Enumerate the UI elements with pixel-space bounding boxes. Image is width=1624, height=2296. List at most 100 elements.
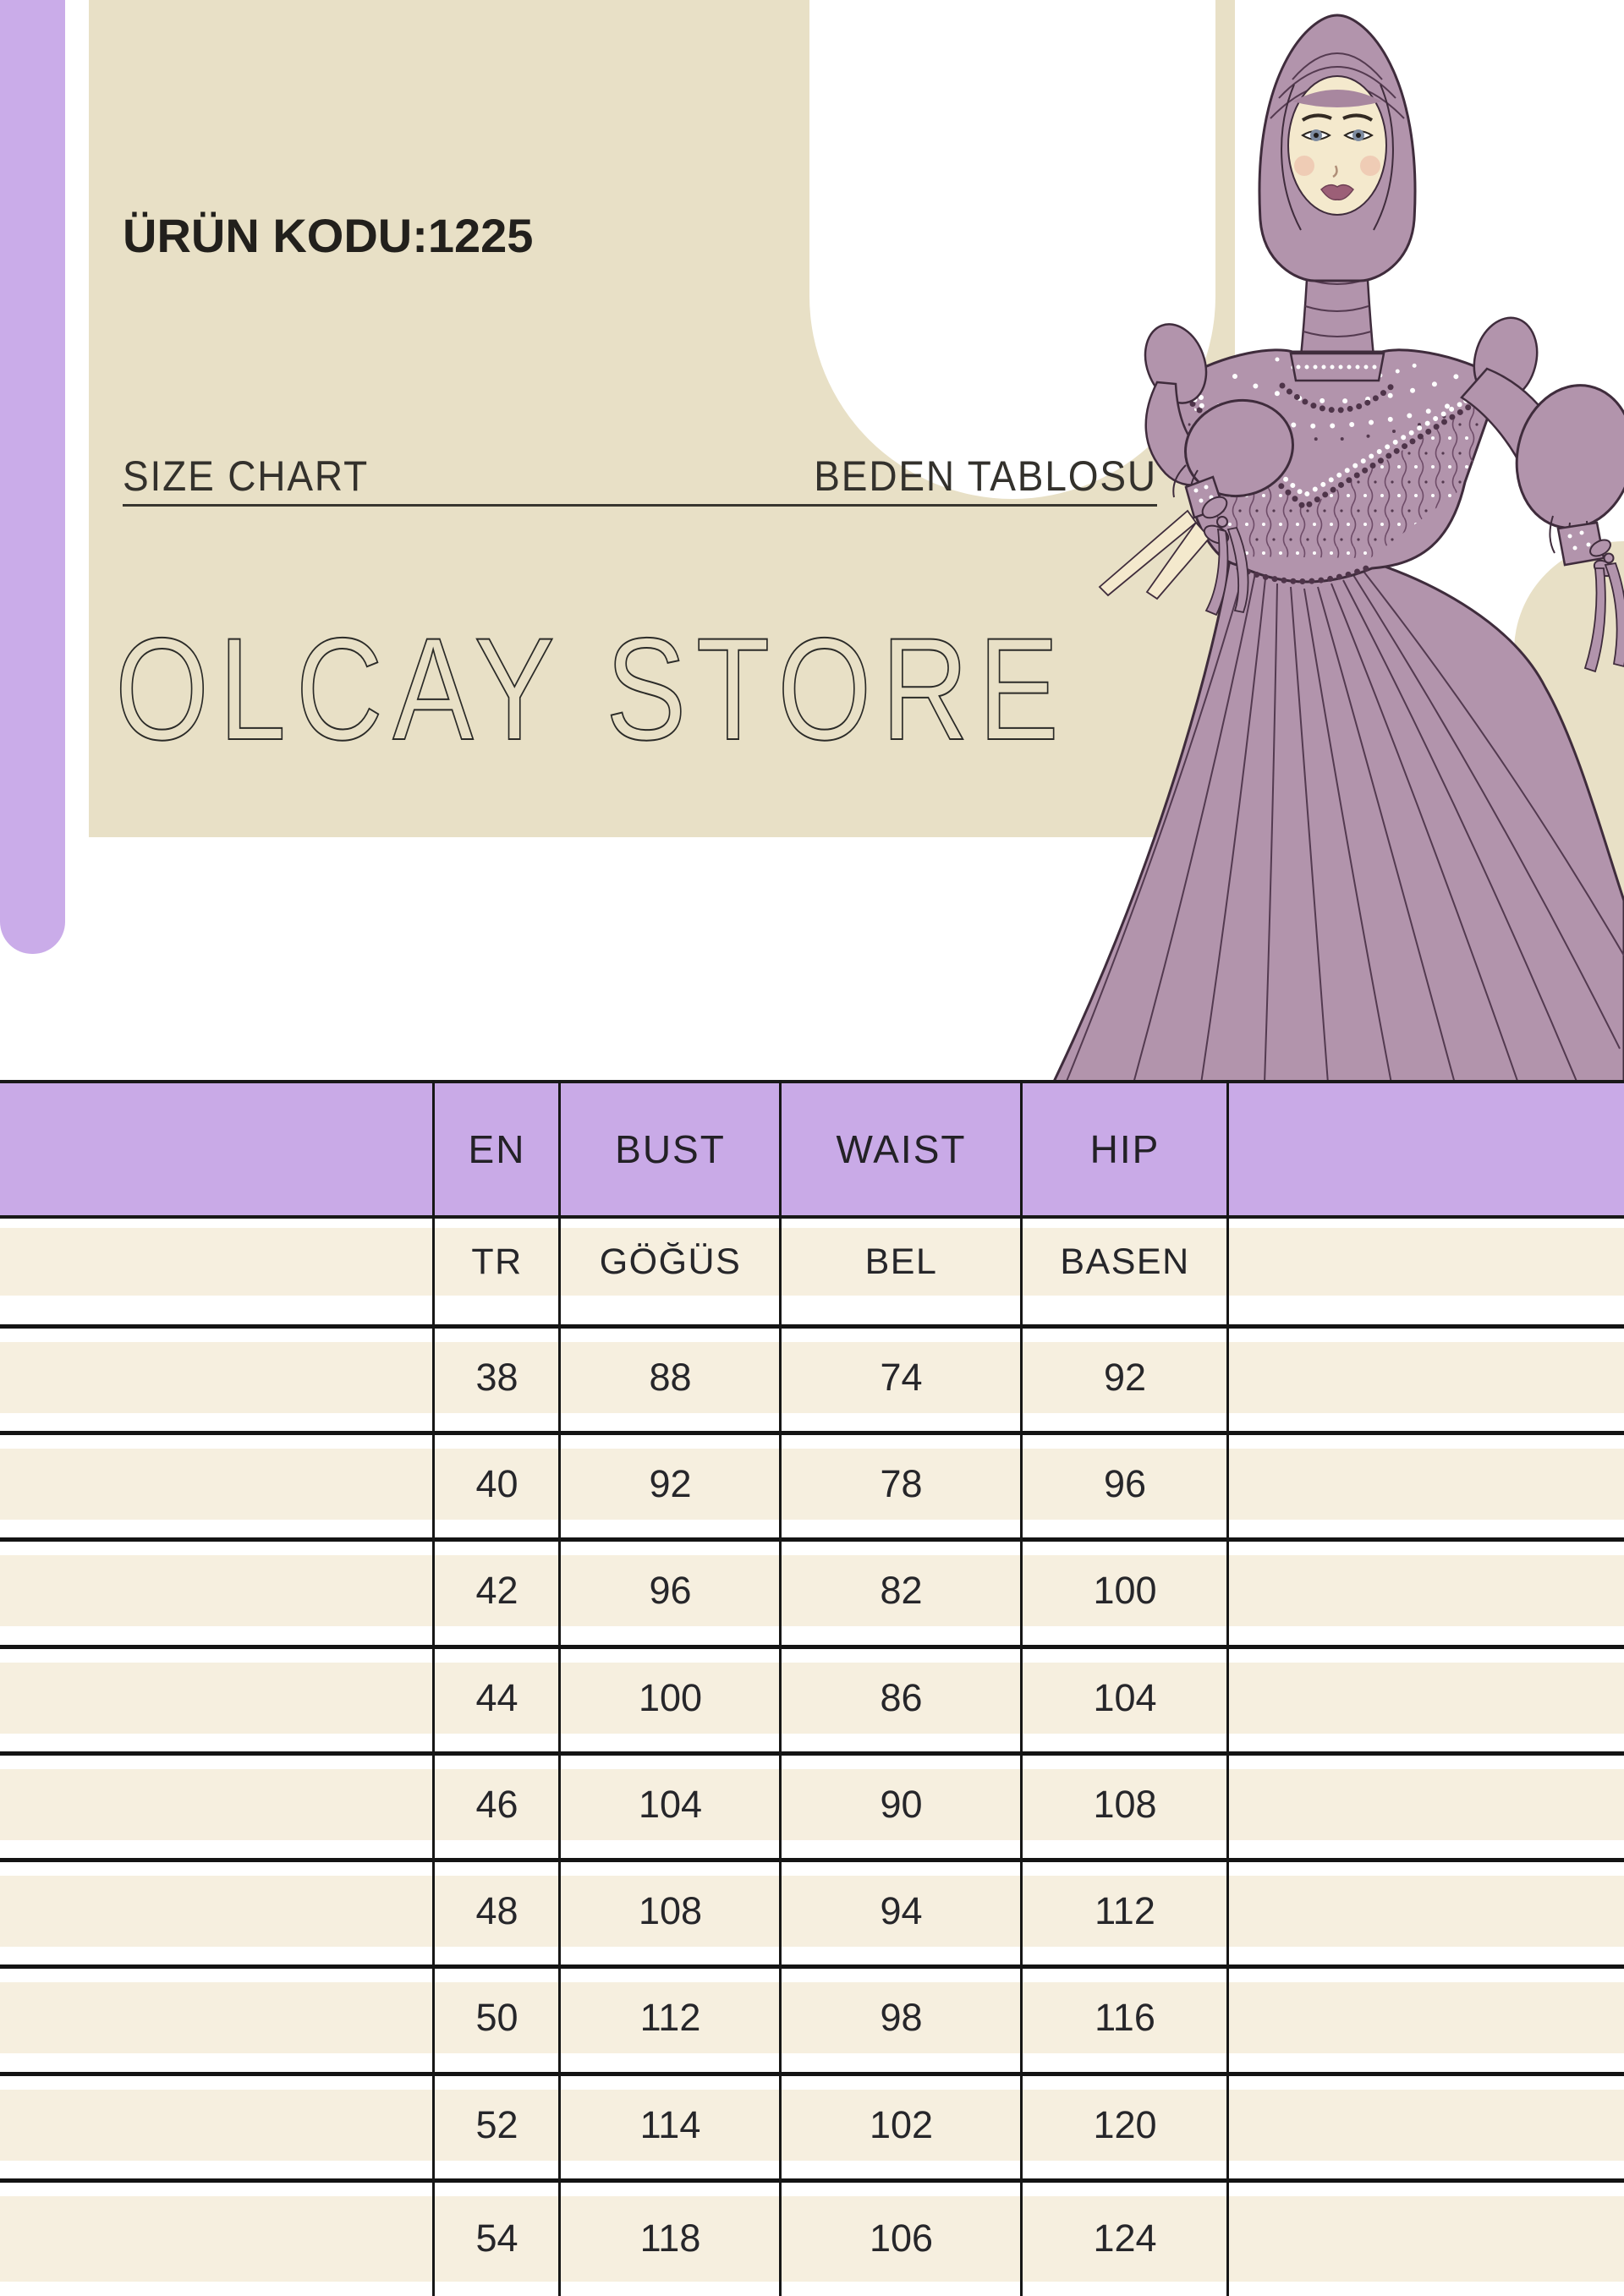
size-cell: 94 [880, 1889, 923, 1933]
size-cell [1228, 1449, 1624, 1520]
row-stripe: 52 114 102 120 [0, 2089, 1624, 2161]
subheader-cell-tr: TR [471, 1241, 523, 1282]
right-sleeve [1460, 316, 1624, 673]
size-cell: 98 [880, 1996, 923, 2040]
size-cell: 48 [475, 1889, 518, 1933]
size-cell: 96 [1103, 1462, 1147, 1506]
size-cell: 118 [639, 2217, 701, 2260]
table-row: 50 112 98 116 [0, 1964, 1624, 2072]
table-vertical-line [558, 1080, 561, 2296]
size-cell [0, 1342, 434, 1413]
size-cell: 40 [475, 1462, 518, 1506]
size-cell [1228, 1342, 1624, 1413]
header-cell-en: EN [468, 1127, 526, 1171]
section-headings: SIZE CHART BEDEN TABLOSU [123, 452, 1157, 501]
size-cell: 112 [639, 1996, 701, 2040]
size-cell: 54 [475, 2217, 518, 2260]
subheader-stripe: TR GÖĞÜS BEL BASEN [0, 1228, 1624, 1296]
row-stripe: 46 104 90 108 [0, 1768, 1624, 1840]
table-vertical-line [432, 1080, 435, 2296]
table-row: 40 92 78 96 [0, 1431, 1624, 1538]
size-cell [1228, 1663, 1624, 1734]
left-sleeve [1098, 323, 1294, 616]
header-cell-bust: BUST [615, 1127, 726, 1171]
subheader-cell-empty-right [1228, 1228, 1624, 1296]
row-stripe: 54 118 106 124 [0, 2195, 1624, 2282]
size-cell: 90 [880, 1782, 923, 1826]
header-cell-hip: HIP [1089, 1127, 1160, 1171]
size-cell: 112 [1095, 1889, 1155, 1933]
header-cell-waist: WAIST [836, 1127, 967, 1171]
row-stripe: 38 88 74 92 [0, 1342, 1624, 1413]
table-row: 48 108 94 112 [0, 1858, 1624, 1965]
size-cell [0, 1449, 434, 1520]
header-cell-empty-left [0, 1083, 434, 1215]
subheader-cell-empty-left [0, 1228, 434, 1296]
size-cell [1228, 1982, 1624, 2053]
size-cell: 44 [475, 1675, 518, 1719]
row-stripe: 44 100 86 104 [0, 1662, 1624, 1734]
size-cell [0, 1663, 434, 1734]
size-cell: 52 [475, 2102, 518, 2146]
table-vertical-line [779, 1080, 782, 2296]
size-cell: 100 [638, 1675, 703, 1719]
size-cell [0, 2196, 434, 2282]
table-vertical-line [1226, 1080, 1229, 2296]
subheader-cell-basen: BASEN [1060, 1241, 1190, 1282]
size-cell [0, 1555, 434, 1626]
size-cell: 42 [475, 1569, 518, 1613]
header-cell-empty-right [1228, 1083, 1624, 1215]
subheader-cell-bel: BEL [864, 1241, 938, 1282]
row-stripe: 48 108 94 112 [0, 1876, 1624, 1948]
size-cell: 88 [649, 1356, 692, 1399]
size-cell: 116 [1095, 1996, 1155, 2040]
collar-and-necklace [1279, 352, 1396, 414]
gown-illustration [1051, 14, 1624, 1083]
row-stripe: 50 112 98 116 [0, 1982, 1624, 2054]
size-cell: 100 [1093, 1569, 1157, 1613]
table-row: 42 96 82 100 [0, 1537, 1624, 1645]
subheader-cell-gogus: GÖĞÜS [599, 1241, 742, 1282]
size-cell: 86 [880, 1675, 923, 1719]
size-table: EN BUST WAIST HIP TR GÖĞÜS BEL BASEN 38 8… [0, 1080, 1624, 2296]
heading-rule [123, 504, 1157, 507]
size-cell: 104 [638, 1782, 703, 1826]
size-cell: 108 [638, 1889, 703, 1933]
size-cell [0, 1876, 434, 1947]
size-cell [1228, 1769, 1624, 1840]
table-row: 52 114 102 120 [0, 2071, 1624, 2178]
product-code: ÜRÜN KODU:1225 [123, 209, 534, 262]
size-cell: 92 [649, 1462, 692, 1506]
size-cell: 114 [639, 2102, 701, 2146]
size-chart-title-en: SIZE CHART [123, 452, 370, 500]
size-cell: 78 [880, 1462, 923, 1506]
size-cell: 74 [880, 1356, 923, 1399]
size-cell [0, 1769, 434, 1840]
size-chart-title-tr: BEDEN TABLOSU [814, 452, 1157, 500]
table-row: 54 118 106 124 [0, 2178, 1624, 2296]
figure-head [1258, 14, 1417, 282]
size-cell: 46 [475, 1782, 518, 1826]
size-cell: 124 [1093, 2217, 1157, 2260]
size-cell: 82 [880, 1569, 923, 1613]
size-cell: 120 [1093, 2102, 1157, 2146]
accent-bar [0, 0, 65, 954]
size-cell: 106 [869, 2217, 934, 2260]
size-cell: 50 [475, 1996, 518, 2040]
row-stripe: 42 96 82 100 [0, 1555, 1624, 1627]
gown-skirt [1051, 551, 1624, 1083]
table-header-row: EN BUST WAIST HIP [0, 1083, 1624, 1219]
size-cell [1228, 2090, 1624, 2161]
size-cell: 108 [1093, 1782, 1157, 1826]
table-vertical-line [1020, 1080, 1023, 2296]
row-stripe: 40 92 78 96 [0, 1449, 1624, 1521]
size-cell: 92 [1103, 1356, 1147, 1399]
table-row: 46 104 90 108 [0, 1751, 1624, 1859]
size-cell [1228, 1876, 1624, 1947]
brand-wordmark: OLCAY STORE [115, 622, 1060, 766]
size-cell: 38 [475, 1356, 518, 1399]
size-cell: 96 [649, 1569, 692, 1613]
size-cell [1228, 2196, 1624, 2282]
size-cell [1228, 1555, 1624, 1626]
